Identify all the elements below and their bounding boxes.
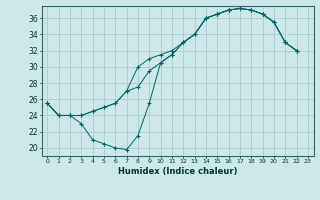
X-axis label: Humidex (Indice chaleur): Humidex (Indice chaleur): [118, 167, 237, 176]
